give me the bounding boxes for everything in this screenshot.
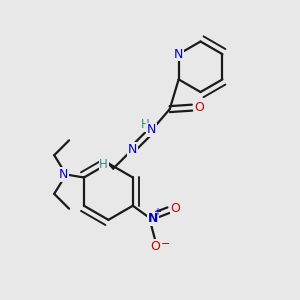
Text: N: N [59,168,68,181]
Text: −: − [160,239,170,249]
Text: N: N [128,143,137,156]
Text: H: H [141,118,150,131]
Text: +: + [154,207,161,217]
Text: N: N [148,212,158,225]
Text: O: O [194,101,204,114]
Text: H: H [99,158,108,171]
Text: N: N [174,48,183,61]
Text: N: N [147,123,157,136]
Text: O: O [171,202,181,215]
Text: O: O [150,240,160,253]
